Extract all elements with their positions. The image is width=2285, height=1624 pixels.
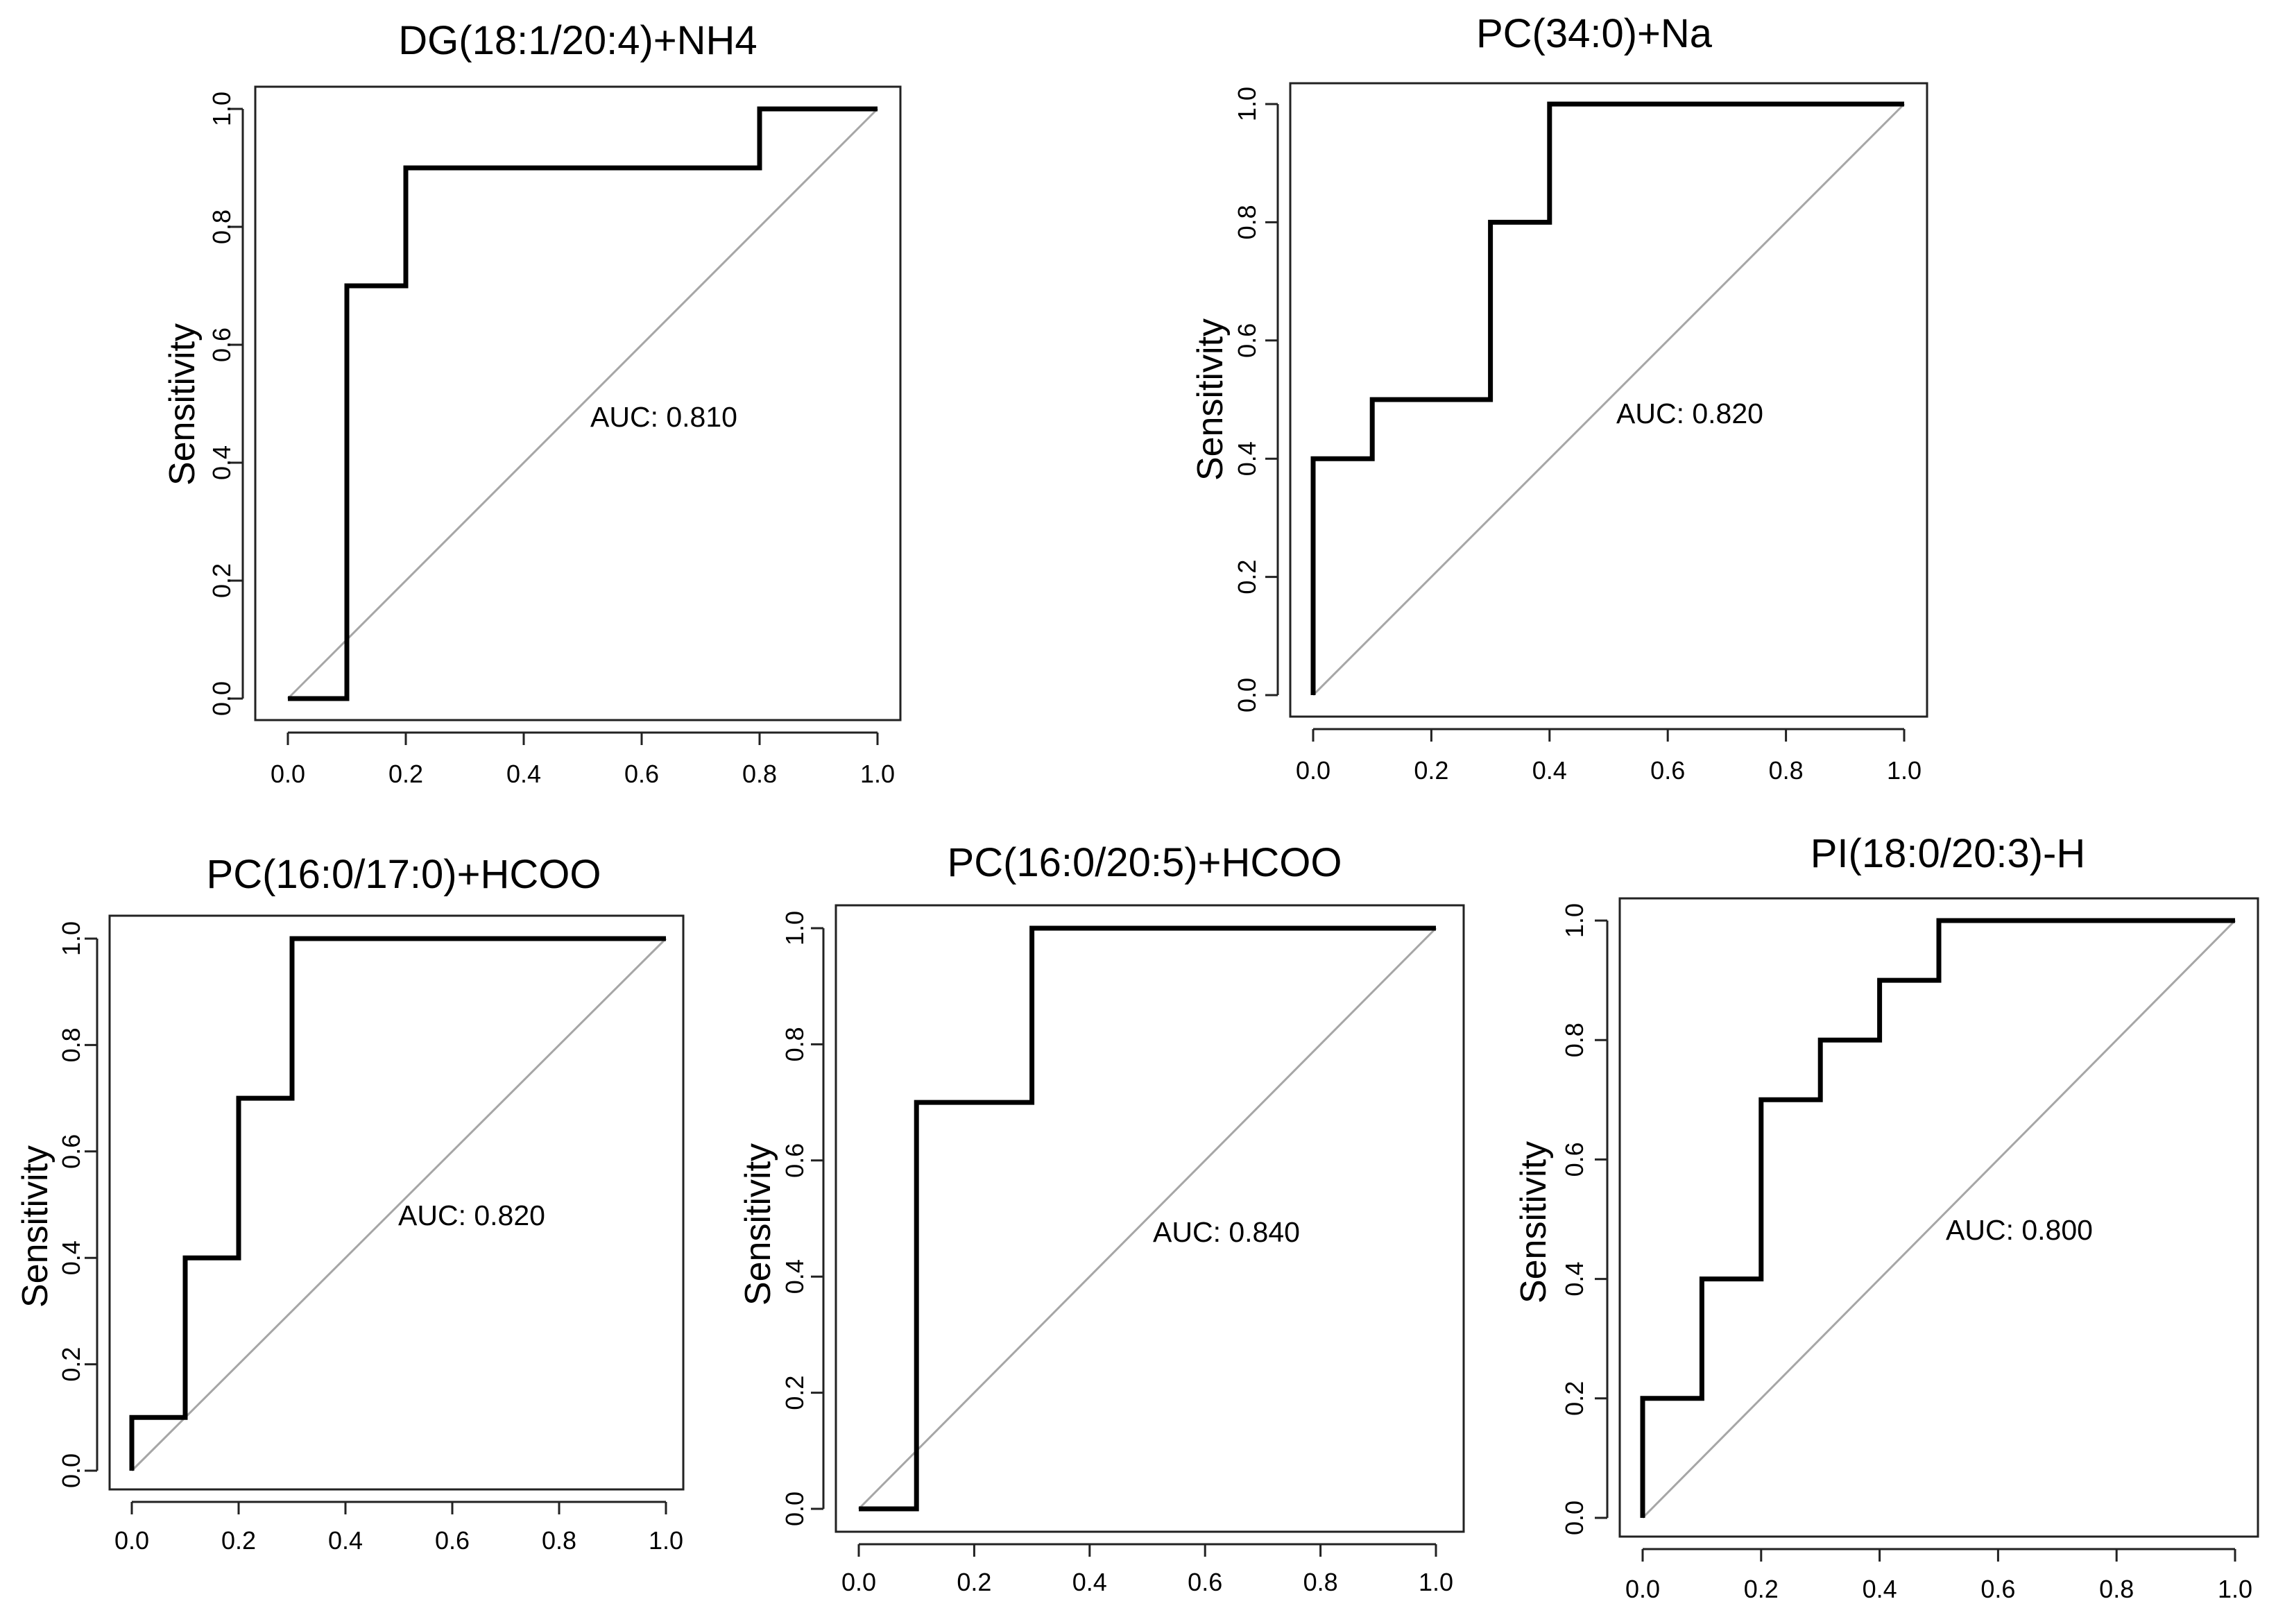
- chart-title: PC(16:0/20:5)+HCOO: [948, 840, 1342, 885]
- x-tick-label: 0.0: [271, 760, 305, 788]
- y-tick-label: 0.2: [1233, 560, 1261, 595]
- plot-frame: [1289, 82, 1928, 718]
- x-tick-label: 0.0: [1296, 756, 1330, 785]
- y-tick-label: 0.8: [1560, 1023, 1589, 1057]
- roc-panel-dg-18-1-20-4-nh4: DG(18:1/20:4)+NH4 0.0 0.2 0.4 0.6 0.8 1.0 0.0 0.…: [162, 18, 902, 788]
- chart-title: PI(18:0/20:3)-H: [1811, 831, 2086, 876]
- chart-title: DG(18:1/20:4)+NH4: [398, 18, 757, 63]
- reference-diagonal: [1312, 103, 1906, 696]
- y-tick-label: 0.6: [1560, 1142, 1589, 1177]
- x-tick-label: 0.6: [435, 1526, 470, 1555]
- x-tick-label: 1.0: [1887, 756, 1922, 785]
- y-tick-label: 0.0: [57, 1453, 85, 1488]
- x-tick-label: 0.4: [1863, 1575, 1897, 1603]
- y-tick-label: 0.0: [207, 681, 236, 716]
- roc-curve-roc: [1310, 101, 1904, 695]
- x-tick-label: 0.0: [114, 1526, 149, 1555]
- y-tick-label: 0.8: [1233, 205, 1261, 239]
- reference-diagonal: [286, 108, 879, 700]
- x-tick-label: 0.4: [328, 1526, 363, 1555]
- y-tick-label: 0.0: [1233, 678, 1261, 712]
- x-tick-label: 0.2: [957, 1568, 991, 1596]
- x-tick-label: 0.8: [1769, 756, 1804, 785]
- reference-diagonal: [130, 937, 667, 1472]
- roc-panel-pc-16-0-20-5-hcoo: PC(16:0/20:5)+HCOO 0.0 0.2 0.4 0.6 0.8 1.0 0.0 0…: [738, 840, 1465, 1596]
- roc-curve-roc: [288, 106, 878, 701]
- auc-annotation: AUC: 0.810: [590, 401, 737, 433]
- x-tick-label: 1.0: [2218, 1575, 2252, 1603]
- roc-curve-roc: [1640, 918, 2235, 1518]
- y-axis-label: Sensitivity: [162, 323, 203, 486]
- y-tick-label: 0.4: [207, 445, 236, 480]
- y-tick-label: 0.8: [780, 1027, 809, 1061]
- roc-panel-pi-18-0-20-3-h: PI(18:0/20:3)-H 0.0 0.2 0.4 0.6 0.8 1.0 0.0 0.2 0…: [1514, 831, 2259, 1603]
- y-tick-label: 0.2: [1560, 1381, 1589, 1416]
- y-axis-label: Sensitivity: [1190, 318, 1231, 481]
- reference-diagonal: [857, 927, 1437, 1510]
- y-tick-label: 1.0: [57, 921, 85, 956]
- y-tick-label: 0.6: [207, 327, 236, 362]
- y-tick-label: 1.0: [1560, 903, 1589, 938]
- x-tick-label: 0.0: [841, 1568, 876, 1596]
- y-axis-label: Sensitivity: [1514, 1141, 1554, 1304]
- x-tick-label: 1.0: [1419, 1568, 1453, 1596]
- x-tick-label: 0.2: [1414, 756, 1448, 785]
- x-tick-label: 0.8: [742, 760, 777, 788]
- x-tick-label: 0.8: [2099, 1575, 2134, 1603]
- roc-panel-pc-16-0-17-0-hcoo: PC(16:0/17:0)+HCOO 0.0 0.2 0.4 0.6 0.8 1.0 0.0 0…: [15, 852, 685, 1555]
- x-tick-label: 0.8: [542, 1526, 576, 1555]
- y-tick-label: 1.0: [780, 911, 809, 946]
- x-tick-label: 0.4: [506, 760, 541, 788]
- auc-annotation: AUC: 0.800: [1946, 1214, 2093, 1246]
- x-tick-label: 0.6: [624, 760, 659, 788]
- x-tick-label: 1.0: [649, 1526, 683, 1555]
- x-tick-label: 0.2: [388, 760, 423, 788]
- x-tick-label: 0.4: [1072, 1568, 1107, 1596]
- y-tick-label: 0.6: [1233, 323, 1261, 358]
- roc-curve-roc: [859, 925, 1436, 1512]
- x-tick-label: 1.0: [860, 760, 895, 788]
- plot-frame: [1618, 897, 2259, 1538]
- x-tick-label: 0.6: [1188, 1568, 1222, 1596]
- y-tick-label: 0.2: [780, 1376, 809, 1410]
- roc-curve-roc: [129, 936, 666, 1471]
- auc-annotation: AUC: 0.820: [398, 1199, 545, 1231]
- y-tick-label: 0.8: [207, 210, 236, 244]
- y-tick-label: 0.4: [1233, 441, 1261, 476]
- x-tick-label: 0.0: [1625, 1575, 1660, 1603]
- y-tick-label: 0.8: [57, 1027, 85, 1062]
- y-tick-label: 0.0: [1560, 1501, 1589, 1535]
- y-tick-label: 0.6: [780, 1143, 809, 1178]
- x-tick-label: 0.6: [1650, 756, 1685, 785]
- x-tick-label: 0.2: [1744, 1575, 1779, 1603]
- chart-title: PC(16:0/17:0)+HCOO: [207, 852, 601, 897]
- x-tick-label: 0.4: [1532, 756, 1567, 785]
- auc-annotation: AUC: 0.840: [1153, 1216, 1300, 1248]
- chart-title: PC(34:0)+Na: [1476, 11, 1713, 56]
- x-tick-label: 0.8: [1303, 1568, 1338, 1596]
- auc-annotation: AUC: 0.820: [1616, 398, 1763, 429]
- reference-diagonal: [1641, 919, 2236, 1519]
- y-axis-label: Sensitivity: [738, 1143, 778, 1306]
- x-tick-label: 0.2: [221, 1526, 256, 1555]
- plot-frame: [835, 904, 1465, 1533]
- y-tick-label: 0.2: [57, 1347, 85, 1382]
- y-tick-label: 0.4: [780, 1259, 809, 1294]
- y-tick-label: 0.4: [57, 1240, 85, 1275]
- y-tick-label: 1.0: [1233, 87, 1261, 121]
- roc-panel-pc-34-0-na: PC(34:0)+Na 0.0 0.2 0.4 0.6 0.8 1.0 0.0 0.2 0.4 0.…: [1190, 11, 1928, 785]
- y-tick-label: 0.2: [207, 563, 236, 598]
- y-tick-label: 0.0: [780, 1491, 809, 1526]
- y-axis-label: Sensitivity: [15, 1145, 55, 1308]
- y-tick-label: 0.4: [1560, 1262, 1589, 1297]
- y-tick-label: 1.0: [207, 92, 236, 126]
- plot-frame: [108, 914, 685, 1491]
- plot-frame: [254, 85, 902, 721]
- y-tick-label: 0.6: [57, 1134, 85, 1169]
- x-tick-label: 0.6: [1980, 1575, 2015, 1603]
